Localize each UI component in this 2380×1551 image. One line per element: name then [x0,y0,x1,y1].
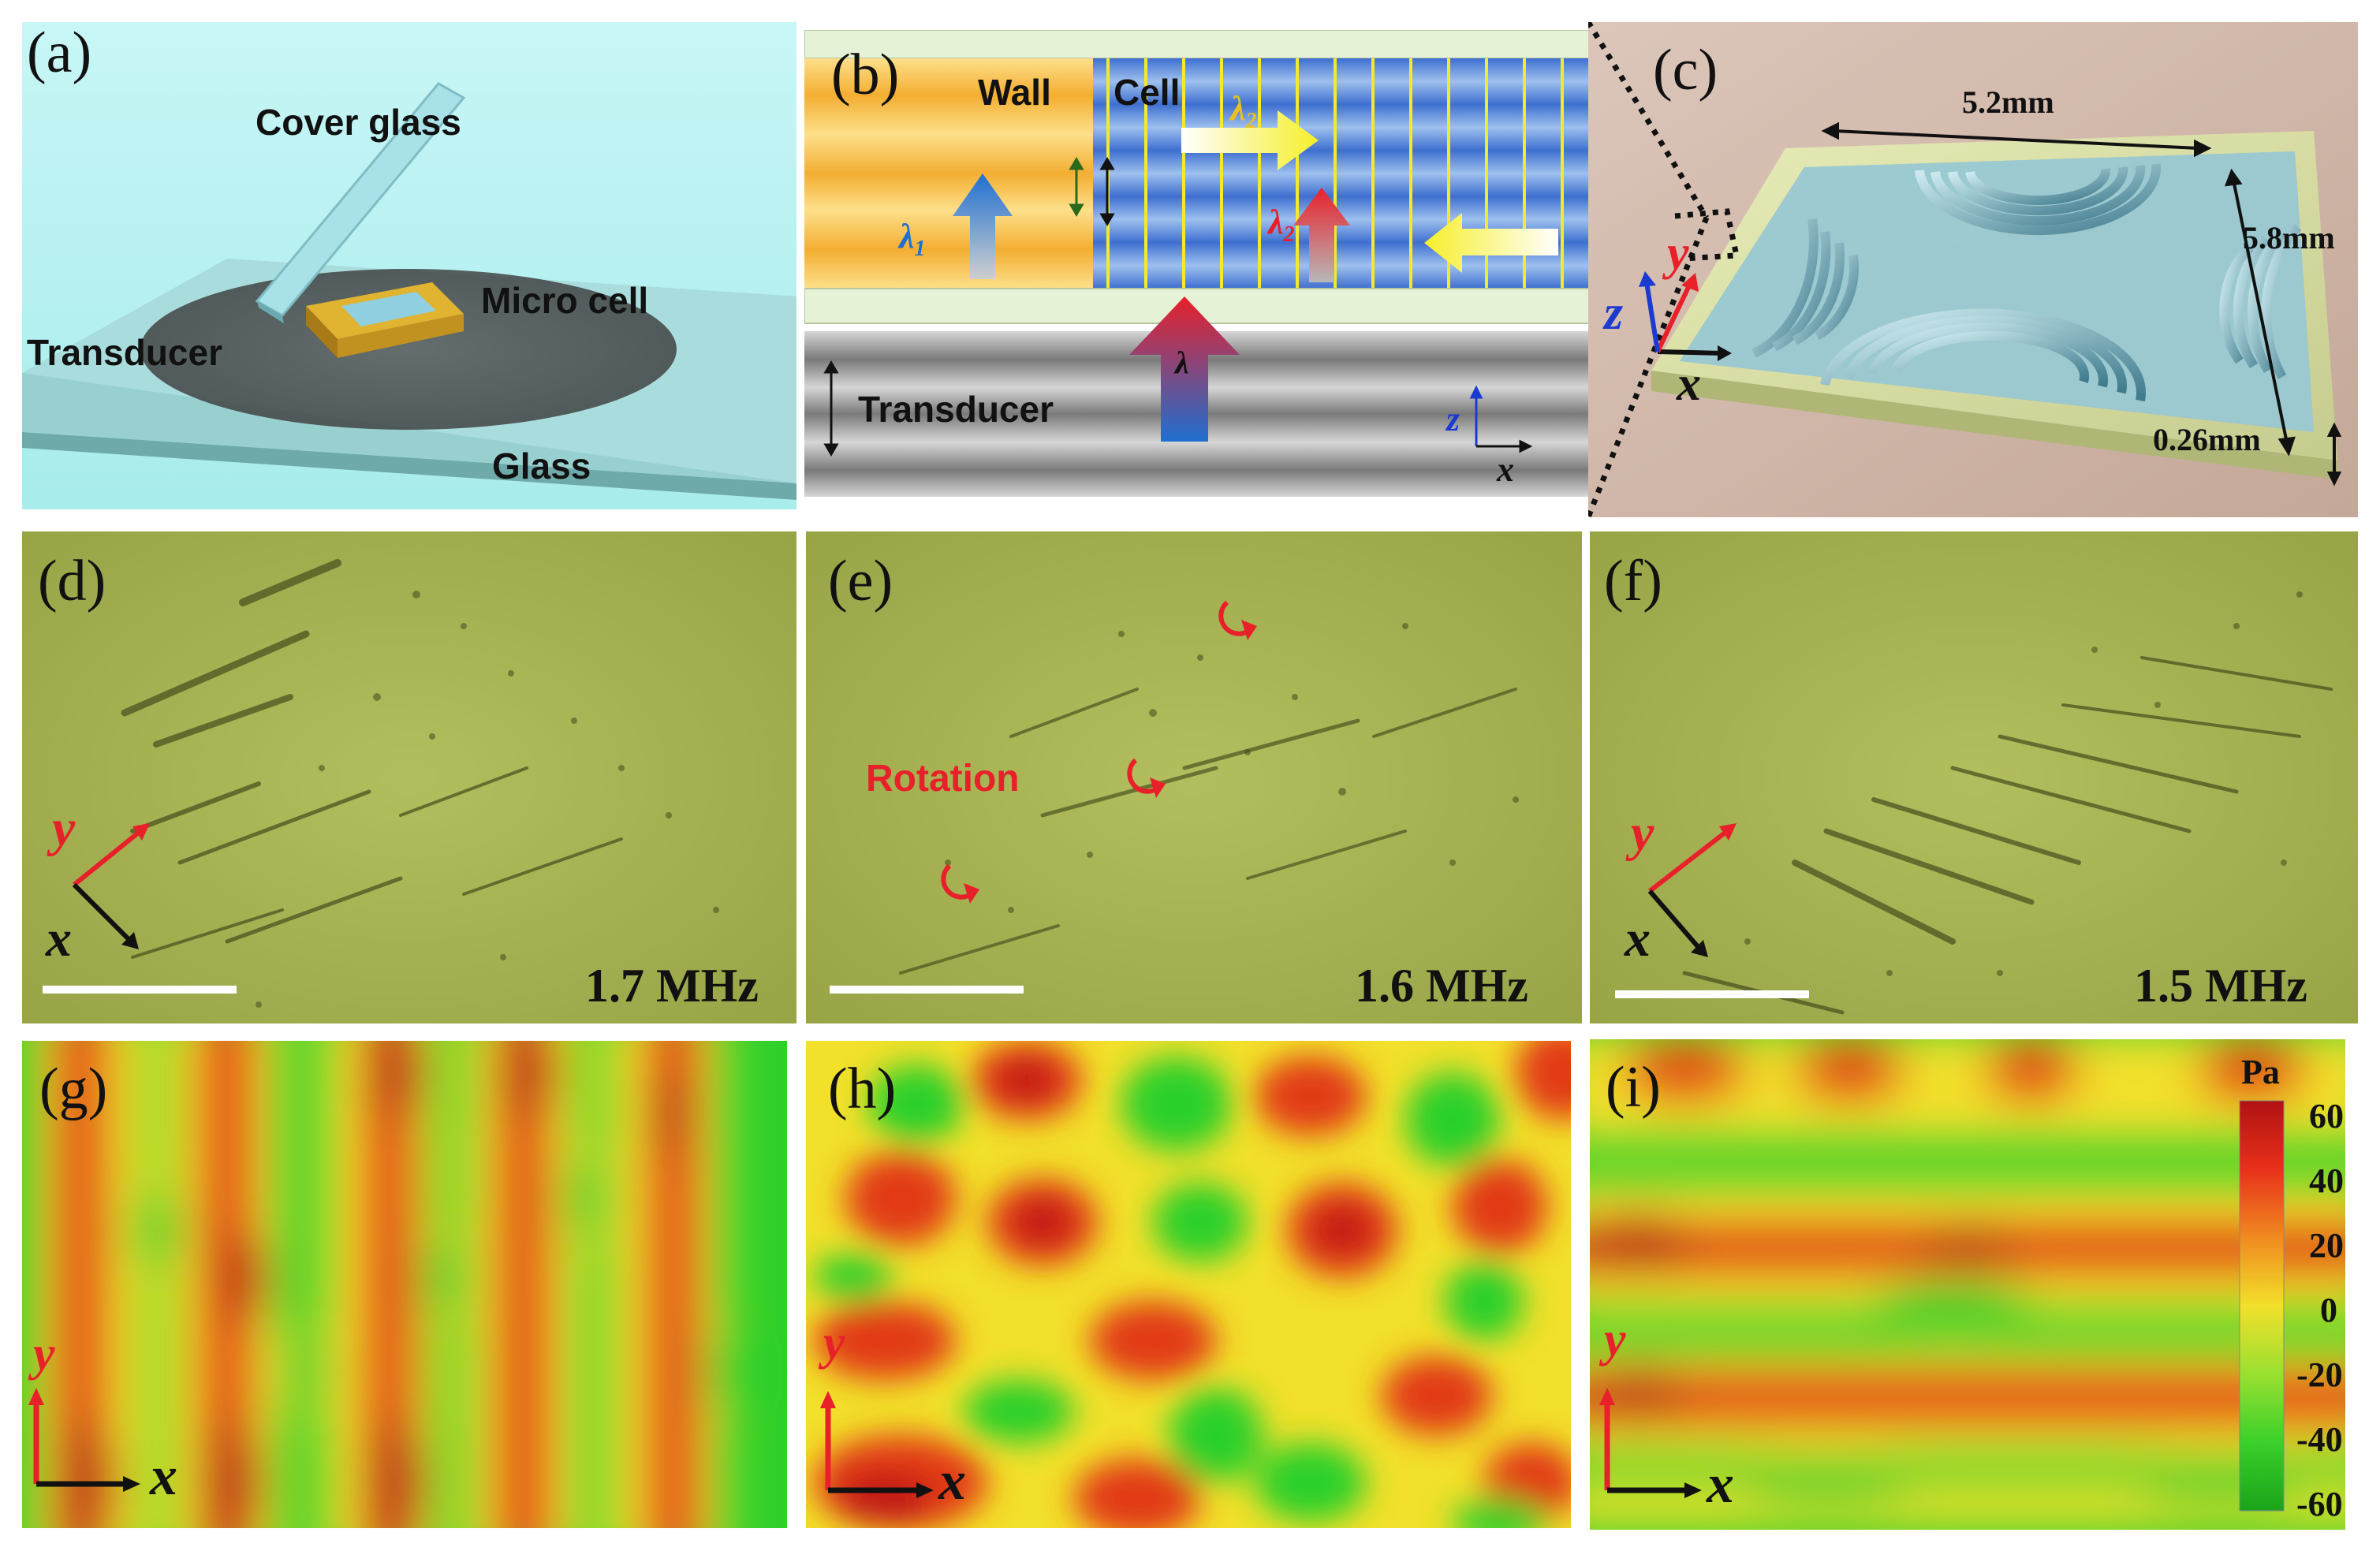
colorbar-tick: 40 [2309,1161,2344,1200]
colorbar-tick: -20 [2296,1355,2343,1394]
lambda-arrow [1129,296,1240,442]
colorbar: Pa 60 40 20 0 -20 -40 -60 [2233,1049,2375,1545]
panel-b: (b) Wall Cell Transducer λ1 λ2 λ2 λ z x [804,30,1590,497]
micrograph-f [1590,531,2358,1023]
panel-label-b: (b) [831,43,900,107]
axis-x-c: x [1677,357,1701,411]
panel-e: (e) Rotation 1.6 MHz [806,531,1582,1023]
axis-x-i: x [1707,1454,1734,1515]
transducer-b-label: Transducer [858,389,1054,430]
rotation-label: Rotation [866,758,1020,800]
glass-label: Glass [492,446,591,487]
panel-label-d: (d) [38,549,106,613]
scale-bar-e [830,986,1024,994]
cross-section-diagram [804,30,1590,497]
panel-label-i: (i) [1606,1055,1661,1120]
axis-y-c: y [1667,226,1689,280]
axis-x-f: x [1625,910,1651,968]
lambda-label: λ [1175,345,1189,380]
colorbar-tick: -60 [2296,1485,2343,1523]
height-dimension: 5.8mm [2243,220,2335,255]
axis-y-i: y [1604,1313,1626,1366]
panel-label-a: (a) [27,22,92,85]
lambda1-label: λ1 [899,217,926,261]
axis-z-b: z [1446,400,1460,438]
width-dimension: 5.2mm [1962,84,2054,120]
axis-x-g: x [150,1446,177,1507]
micro-cell-label: Micro cell [481,280,649,321]
lambda2-top-label: λ2 [1230,89,1257,133]
colorbar-tick: 0 [2320,1291,2337,1329]
micro-cell-3d-view [1588,22,2358,517]
lambda2-right-arrow [1181,110,1319,170]
panel-i: (i) y x [1590,1039,2345,1530]
panel-f: (f) y x 1.5 MHz [1590,531,2358,1023]
panel-label-h: (h) [828,1057,897,1121]
wall-label: Wall [978,72,1051,113]
colorbar-gradient [2239,1100,2285,1512]
axis-x-d: x [46,910,72,968]
panel-a: (a) Cover glass Micro cell Transducer Gl… [22,22,796,509]
frequency-e: 1.6 MHz [1355,960,1528,1012]
micrograph-d [22,531,796,1023]
transducer-label: Transducer [27,332,222,373]
ripple-arcs [1751,163,2302,402]
pressure-field-h [806,1041,1571,1528]
axis-y-g: y [33,1327,55,1381]
lambda2-mid-label: λ2 [1268,203,1295,247]
panel-h: (h) y x [806,1041,1571,1528]
axis-y-f: y [1631,804,1654,862]
panel-g: (g) y x [22,1041,787,1528]
panel-d: (d) y x 1.7 MHz [22,531,796,1023]
lambda2-vertical-arrow [1293,188,1350,282]
panel-label-e: (e) [828,549,893,613]
device-illustration [22,22,796,509]
lambda1-arrow [953,173,1013,279]
cover-glass [255,82,466,317]
panel-c: (c) 5.2mm 5.8mm 0.26mm x y z [1588,22,2358,517]
panel-label-c: (c) [1653,38,1718,103]
micrograph-e [806,531,1582,1023]
colorbar-unit: Pa [2241,1053,2280,1091]
axis-y-h: y [823,1316,845,1370]
pressure-field-g [22,1041,787,1528]
axis-x-h: x [938,1451,966,1512]
rotation-icons [941,600,1257,904]
frequency-d: 1.7 MHz [585,960,759,1012]
panel-label-g: (g) [39,1057,108,1121]
scale-bar-f [1615,990,1809,998]
axis-z-c: z [1604,286,1624,340]
colorbar-tick: 20 [2309,1226,2344,1265]
colorbar-tick: -40 [2296,1420,2343,1459]
thickness-dimension: 0.26mm [2153,422,2261,457]
frequency-f: 1.5 MHz [2134,960,2307,1012]
scale-bar-d [43,986,237,994]
colorbar-tick: 60 [2309,1097,2344,1135]
cell-label: Cell [1114,72,1181,113]
axis-y-d: y [52,800,76,857]
cover-glass-label: Cover glass [256,102,461,143]
panel-label-f: (f) [1604,549,1662,613]
reflected-wave-arrow [1424,213,1558,273]
axis-x-b: x [1497,450,1514,489]
pressure-field-i [1590,1039,2345,1530]
